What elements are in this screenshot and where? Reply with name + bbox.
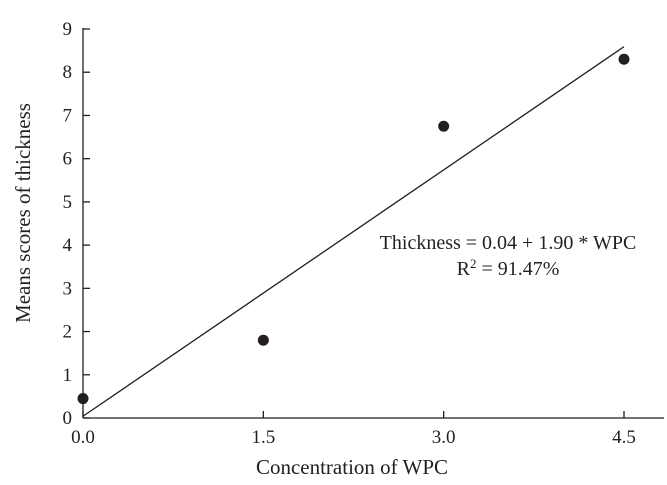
x-axis: 0.0 1.5 3.0 4.5 xyxy=(71,411,664,448)
y-axis: 0 1 2 3 4 5 6 7 8 9 xyxy=(63,19,90,429)
x-tick-label: 1.5 xyxy=(251,427,275,448)
x-tick-label: 4.5 xyxy=(612,427,636,448)
x-ticks: 0.0 1.5 3.0 4.5 xyxy=(71,411,636,448)
x-tick-label: 3.0 xyxy=(432,427,456,448)
y-tick-label: 7 xyxy=(63,105,73,126)
y-tick-label: 3 xyxy=(63,278,73,299)
y-ticks: 0 1 2 3 4 5 6 7 8 9 xyxy=(63,19,90,429)
data-point xyxy=(618,53,630,65)
regression-line xyxy=(82,46,625,417)
r-squared-value: = 91.47% xyxy=(476,258,559,280)
r-squared-label: R2 = 91.47% xyxy=(457,256,560,280)
r-squared-exponent: 2 xyxy=(470,256,477,271)
y-tick-label: 2 xyxy=(63,322,73,343)
y-tick-label: 5 xyxy=(63,192,73,213)
regression-equation: Thickness = 0.04 + 1.90 * WPC xyxy=(380,232,637,254)
data-point xyxy=(438,120,450,132)
data-point xyxy=(77,393,89,405)
y-tick-label: 1 xyxy=(63,365,73,386)
x-tick-label: 0.0 xyxy=(71,427,95,448)
data-point xyxy=(257,334,269,346)
regression-annotation: Thickness = 0.04 + 1.90 * WPC R2 = 91.47… xyxy=(380,232,637,280)
y-tick-label: 9 xyxy=(63,19,73,40)
y-tick-label: 8 xyxy=(63,62,73,83)
y-tick-label: 4 xyxy=(63,235,73,256)
y-axis-title: Means scores of thickness xyxy=(11,103,35,323)
r-squared-symbol: R xyxy=(457,258,471,280)
data-points xyxy=(77,53,630,405)
y-tick-label: 0 xyxy=(63,408,73,429)
y-tick-label: 6 xyxy=(63,149,73,170)
x-axis-title: Concentration of WPC xyxy=(256,455,448,479)
